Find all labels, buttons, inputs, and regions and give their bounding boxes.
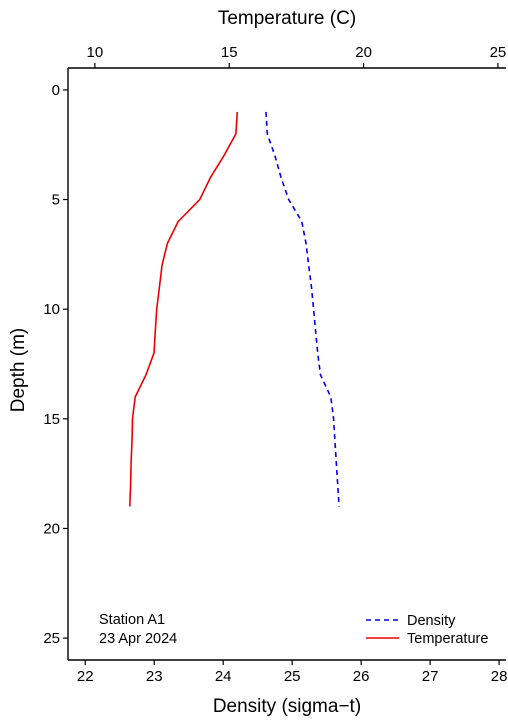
bottom-tick-label: 24: [215, 668, 232, 685]
y-tick-label: 20: [43, 520, 60, 537]
top-axis-title: Temperature (C): [218, 8, 356, 29]
top-tick-label: 20: [355, 44, 372, 61]
series-layer: [129, 111, 340, 507]
top-tick-label: 10: [87, 44, 104, 61]
legend-label-temperature: Temperature: [407, 631, 488, 647]
date-annotation: 23 Apr 2024: [99, 631, 177, 647]
top-tick-label: 15: [221, 44, 238, 61]
y-tick-label: 15: [43, 411, 60, 428]
bottom-tick-label: 26: [353, 668, 370, 685]
bottom-axis-title: Density (sigma−t): [213, 696, 361, 717]
y-tick-label: 0: [52, 82, 60, 99]
y-tick-label: 25: [43, 630, 60, 647]
legend: Density Temperature: [366, 613, 488, 647]
bottom-tick-label: 23: [146, 668, 163, 685]
series-line-density: [265, 111, 340, 507]
y-tick-label: 10: [43, 301, 60, 318]
bottom-tick-label: 28: [491, 668, 508, 685]
series-line-temperature: [129, 111, 239, 507]
bottom-tick-label: 27: [422, 668, 439, 685]
top-tick-label: 25: [490, 44, 507, 61]
y-tick-label: 5: [52, 192, 60, 209]
y-axis-title: Depth (m): [8, 328, 29, 412]
bottom-tick-label: 25: [284, 668, 301, 685]
bottom-tick-label: 22: [77, 668, 94, 685]
legend-label-density: Density: [407, 613, 456, 629]
axes: 22 23 24 25 26 27 28 10 15 20 25 0 5 10 15 20 25: [43, 44, 507, 685]
station-annotation: Station A1: [99, 612, 165, 628]
